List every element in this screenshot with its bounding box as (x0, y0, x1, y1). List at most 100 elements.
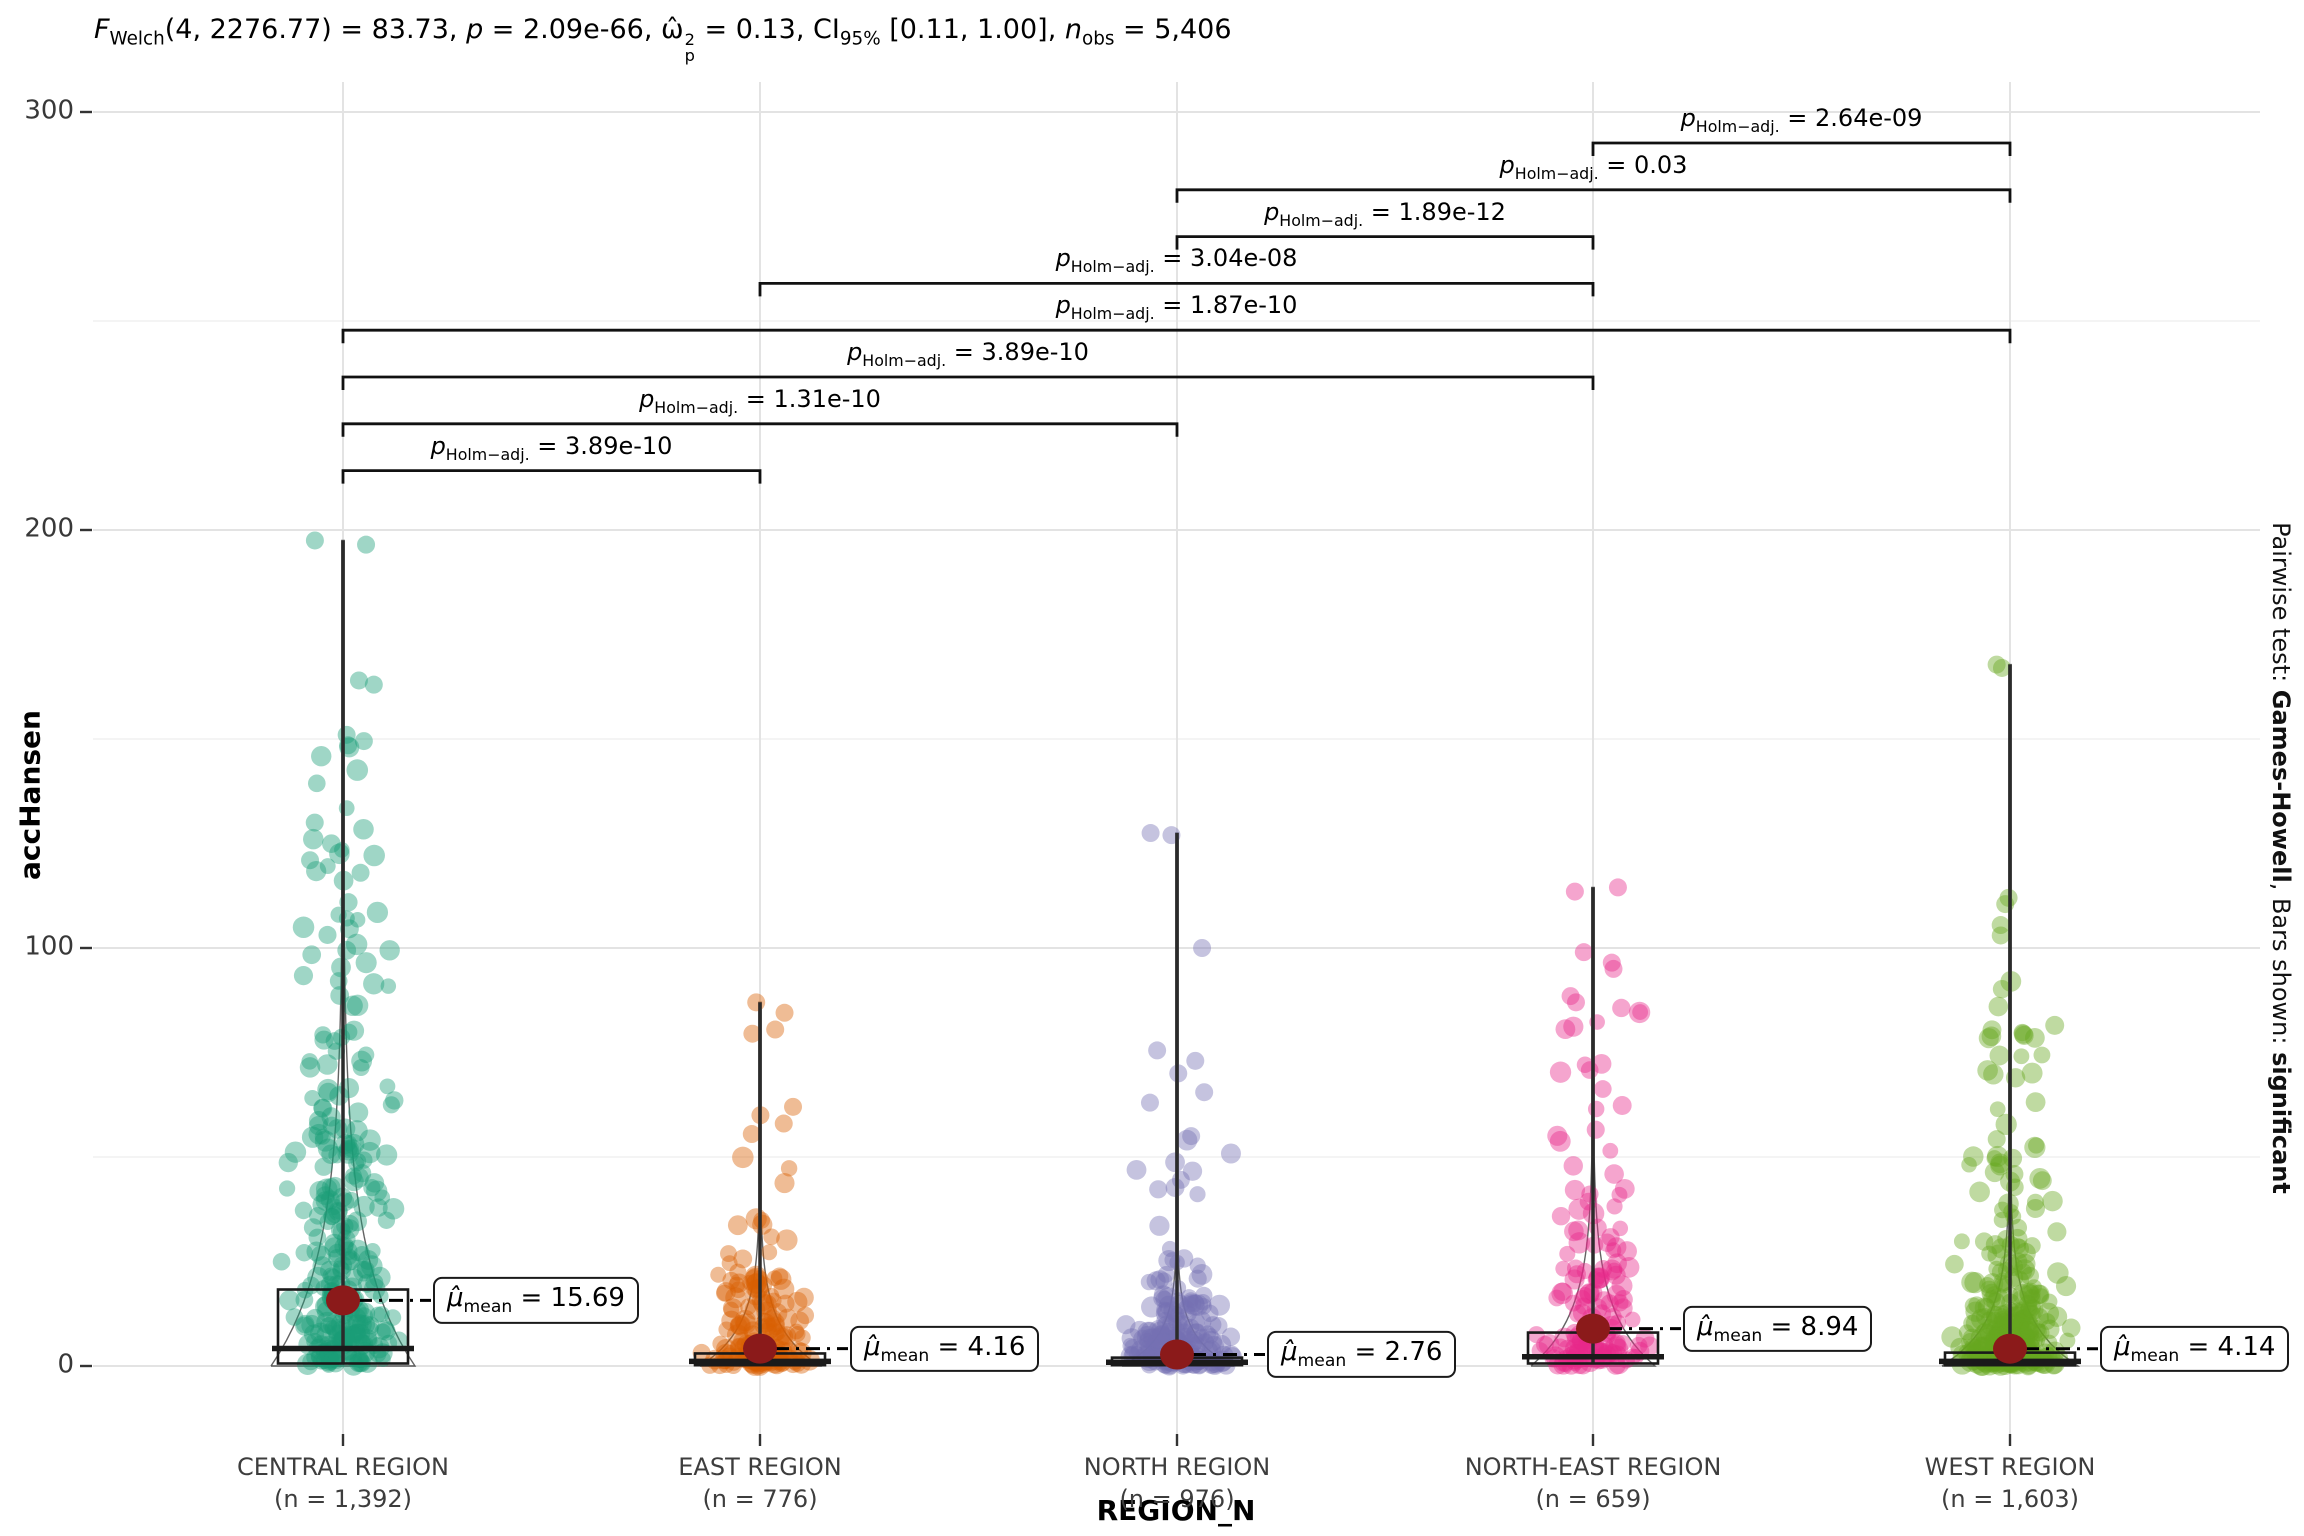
jitter-point (752, 1214, 773, 1235)
jitter-point (293, 966, 314, 986)
jitter-point (2028, 1323, 2047, 1342)
jitter-point (730, 1337, 748, 1356)
jitter-point (382, 1096, 400, 1114)
jitter-point (285, 1308, 304, 1326)
jitter-point (1961, 1156, 1977, 1173)
jitter-point (1139, 1333, 1155, 1349)
jitter-point (376, 1144, 398, 1166)
jitter-point (1555, 1019, 1576, 1040)
jitter-point (2008, 1270, 2030, 1291)
jitter-point (1985, 1305, 2004, 1324)
jitter-point (1991, 926, 2010, 945)
jitter-point (2046, 1306, 2068, 1327)
jitter-point (733, 1249, 753, 1269)
jitter-point (1195, 1286, 1213, 1305)
jitter-point (337, 940, 357, 960)
jitter-point (346, 1323, 366, 1343)
jitter-point (1165, 1152, 1185, 1173)
jitter-point (2026, 1193, 2044, 1211)
jitter-point (1976, 1327, 1997, 1349)
jitter-point (1574, 1290, 1591, 1307)
jitter-point (1593, 1080, 1612, 1098)
jitter-point (342, 1191, 360, 1209)
jitter-point (742, 1274, 758, 1291)
jitter-point (1183, 1318, 1200, 1336)
jitter-point (301, 1314, 323, 1336)
jitter-point (1136, 1345, 1155, 1364)
jitter-point (2014, 1309, 2032, 1327)
jitter-point (325, 1197, 343, 1216)
jitter-point (1606, 1237, 1627, 1258)
jitter-point (1149, 1215, 1170, 1236)
jitter-point (363, 844, 385, 867)
jitter-point (2007, 1228, 2028, 1249)
jitter-point (729, 1273, 749, 1293)
jitter-point (302, 1353, 320, 1371)
jitter-point (2019, 1294, 2038, 1313)
jitter-point (1989, 1101, 2006, 1118)
jitter-point (1628, 1001, 1651, 1024)
jitter-point (1186, 1294, 1205, 1313)
jitter-point (790, 1311, 810, 1331)
jitter-point (1576, 1262, 1593, 1280)
jitter-point (318, 925, 337, 944)
jitter-point (1152, 1325, 1170, 1343)
jitter-point (1209, 1317, 1228, 1335)
jitter-point (1608, 878, 1627, 897)
jitter-point (1986, 1311, 2004, 1329)
jitter-point (1198, 1325, 1217, 1343)
jitter-point (1140, 1338, 1160, 1358)
jitter-point (1181, 1295, 1198, 1313)
jitter-point (789, 1325, 806, 1342)
jitter-point (349, 912, 366, 928)
jitter-point (318, 1352, 339, 1372)
jitter-point (299, 1057, 321, 1078)
jitter-point (379, 940, 400, 961)
jitter-point (361, 1255, 383, 1277)
jitter-point (319, 1213, 336, 1230)
jitter-point (1211, 1334, 1232, 1355)
jitter-point (317, 1078, 339, 1101)
jitter-point (2019, 1284, 2040, 1305)
jitter-point (2041, 1334, 2058, 1351)
jitter-point (1527, 1326, 1545, 1344)
jitter-point (1140, 1328, 1161, 1350)
jitter-point (1183, 1292, 1199, 1308)
pairwise-bracket-1 (1591, 141, 2012, 156)
jitter-point (306, 860, 327, 882)
jitter-point (1157, 1265, 1175, 1283)
jitter-point (1204, 1316, 1222, 1334)
jitter-point (1165, 1320, 1185, 1341)
jitter-point (335, 1134, 356, 1155)
jitter-point (1570, 1356, 1589, 1375)
jitter-point (1966, 1342, 1984, 1360)
jitter-point (1974, 1232, 1994, 1251)
jitter-point (1174, 1249, 1194, 1268)
jitter-point (1555, 1260, 1572, 1277)
jitter-point (385, 1091, 404, 1110)
jitter-point (307, 1266, 329, 1289)
jitter-point (2025, 1092, 2046, 1113)
jitter-point (1136, 1325, 1159, 1348)
jitter-point (732, 1146, 754, 1169)
jitter-point (1975, 1308, 1994, 1326)
jitter-point (1601, 1259, 1623, 1281)
jitter-point (369, 1306, 386, 1323)
jitter-point (295, 1316, 315, 1336)
jitter-point (1549, 1061, 1572, 1083)
jitter-point (376, 1321, 396, 1341)
jitter-point (777, 1308, 798, 1329)
jitter-point (376, 1320, 395, 1339)
jitter-point (740, 1298, 757, 1315)
jitter-point (1594, 1291, 1614, 1310)
jitter-point (1985, 1319, 2007, 1341)
jitter-point (716, 1282, 736, 1302)
jitter-point (1618, 1256, 1640, 1278)
jitter-point (1201, 1340, 1222, 1360)
jitter-point (315, 1280, 332, 1296)
jitter-point (354, 1302, 376, 1324)
jitter-point (1148, 1332, 1167, 1351)
jitter-point (2019, 1317, 2041, 1339)
jitter-point (322, 834, 341, 853)
jitter-point (1146, 1334, 1165, 1353)
